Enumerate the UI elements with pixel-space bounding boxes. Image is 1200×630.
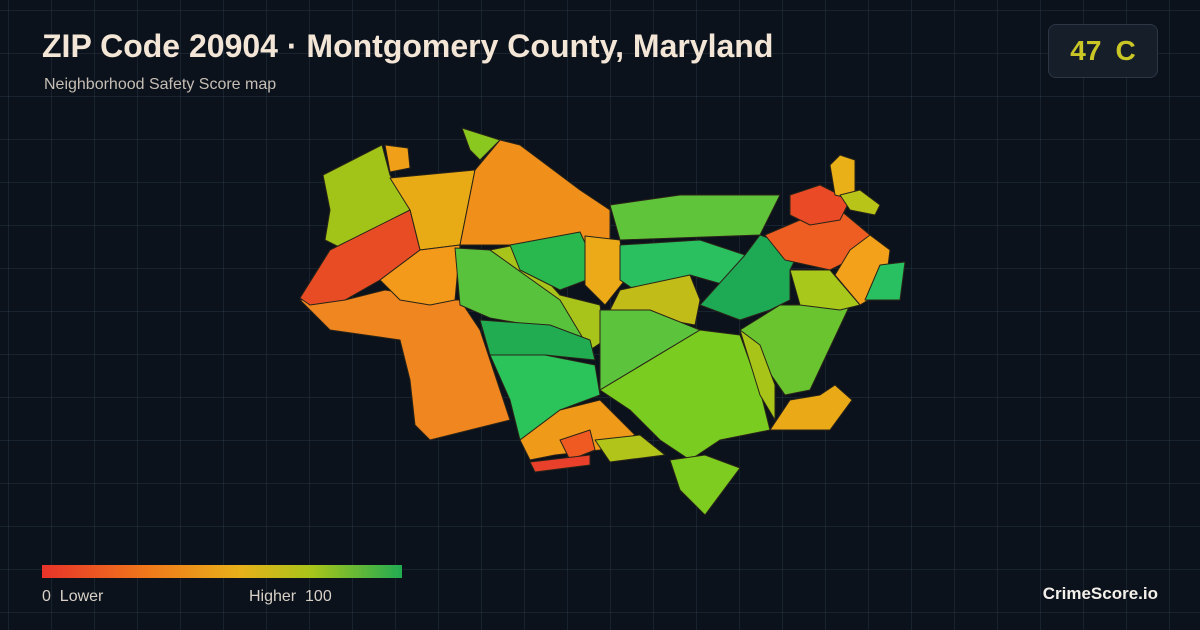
- zip-region: [384, 144, 411, 173]
- zip-region: [829, 154, 856, 201]
- zip-region: [789, 269, 861, 311]
- zip-region: [669, 454, 741, 516]
- zip-region: [459, 139, 611, 246]
- zip-region: [509, 231, 601, 291]
- zip-region: [529, 454, 591, 473]
- zip-region: [764, 209, 871, 271]
- legend-min: 0 Lower: [42, 588, 103, 606]
- zip-region: [769, 384, 853, 431]
- zip-region: [864, 261, 906, 301]
- zip-region: [609, 194, 781, 241]
- zip-region: [461, 127, 501, 161]
- legend-min-label: Lower: [59, 588, 104, 605]
- score-badge: 47 C: [1048, 24, 1158, 78]
- legend-min-value: 0: [42, 588, 51, 605]
- zip-region: [599, 329, 771, 461]
- legend-gradient: [42, 565, 402, 578]
- legend-max-label: Higher: [249, 588, 297, 605]
- grade: C: [1115, 35, 1136, 66]
- legend-max-value: 100: [305, 588, 332, 605]
- zip-region: [489, 354, 601, 441]
- zip-region: [619, 239, 746, 291]
- zip-region: [739, 304, 851, 396]
- zip-region: [594, 434, 666, 463]
- zip-region: [379, 244, 461, 306]
- brand: CrimeScore.io: [1042, 584, 1158, 603]
- zip-region: [739, 329, 776, 421]
- title: ZIP Code 20904 · Montgomery County, Mary…: [42, 28, 774, 64]
- score: 47: [1070, 35, 1102, 66]
- zip-region: [839, 189, 881, 216]
- subtitle: Neighborhood Safety Score map: [44, 76, 277, 93]
- zip-region: [559, 429, 596, 461]
- legend-max: Higher 100: [249, 588, 332, 606]
- zip-region: [584, 235, 626, 306]
